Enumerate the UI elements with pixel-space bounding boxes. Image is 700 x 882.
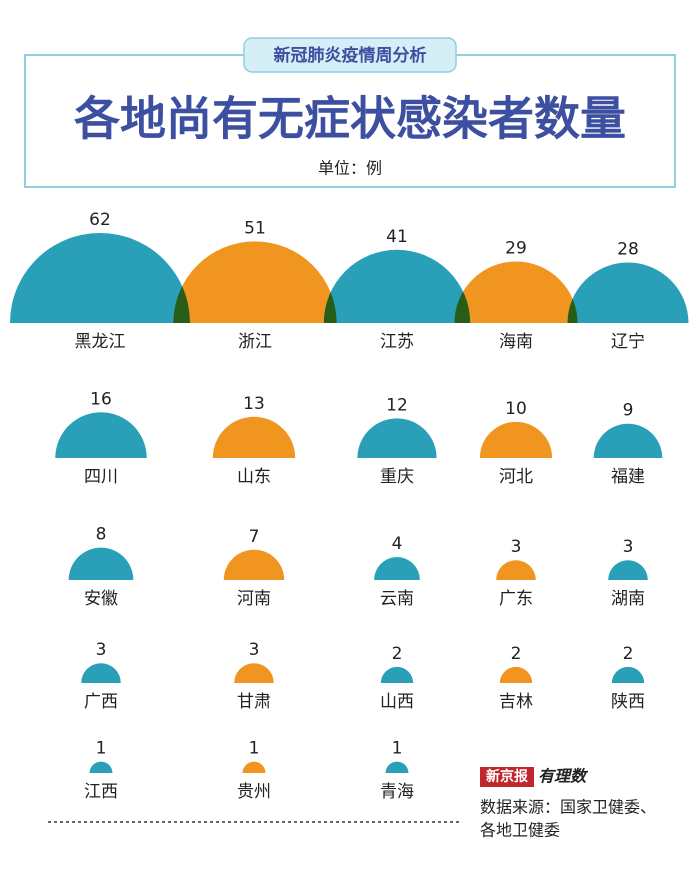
semicircle (68, 547, 134, 580)
value-label: 28 (617, 240, 639, 260)
category-label: 福建 (611, 467, 645, 487)
semicircle (567, 262, 689, 323)
semicircle (323, 249, 471, 323)
semicircle (611, 666, 645, 683)
category-label: 黑龙江 (75, 332, 126, 352)
category-label: 辽宁 (611, 332, 645, 352)
semicircle (234, 663, 274, 683)
value-label: 3 (96, 640, 107, 660)
value-label: 2 (623, 644, 634, 664)
category-label: 海南 (499, 332, 533, 352)
semicircle (357, 418, 437, 458)
category-label: 浙江 (238, 332, 272, 352)
value-label: 51 (244, 218, 266, 238)
kicker-badge (243, 37, 457, 73)
value-label: 13 (243, 394, 265, 414)
semicircle (81, 663, 121, 683)
category-label: 陕西 (611, 692, 645, 712)
value-label: 12 (386, 395, 408, 415)
category-label: 四川 (84, 467, 118, 487)
value-label: 62 (89, 210, 111, 230)
semicircle (10, 233, 190, 323)
semicircle (173, 241, 337, 323)
value-label: 1 (392, 739, 403, 759)
category-label: 贵州 (237, 782, 271, 802)
semicircle (454, 261, 578, 323)
source-line: 各地卫健委 (480, 821, 560, 840)
value-label: 41 (386, 227, 408, 247)
value-label: 3 (511, 537, 522, 557)
source-line: 数据来源：国家卫健委、 (480, 798, 656, 817)
value-label: 10 (505, 399, 527, 419)
semicircle (212, 416, 296, 458)
value-label: 9 (623, 401, 634, 421)
semicircle (242, 761, 266, 773)
value-label: 2 (392, 644, 403, 664)
category-label: 河南 (237, 589, 271, 609)
category-label: 广西 (84, 692, 118, 712)
semicircle (385, 761, 409, 773)
category-label: 吉林 (499, 692, 533, 712)
value-label: 2 (511, 644, 522, 664)
unit: 单位：例 (318, 159, 382, 178)
category-label: 山东 (237, 467, 271, 487)
value-label: 1 (249, 739, 260, 759)
category-label: 云南 (380, 589, 414, 609)
semicircle (374, 557, 420, 580)
chart-title: 各地尚有无症状感染者数量 (74, 92, 626, 146)
kicker: 新冠肺炎疫情周分析 (274, 45, 427, 66)
semicircle (89, 761, 113, 773)
category-label: 重庆 (380, 467, 414, 487)
category-label: 安徽 (84, 589, 118, 609)
category-label: 江苏 (380, 332, 414, 352)
header-frame (24, 54, 676, 188)
semicircle (380, 666, 414, 683)
semicircle (499, 666, 533, 683)
semicircle (55, 412, 147, 458)
value-label: 8 (96, 525, 107, 545)
category-label: 湖南 (611, 589, 645, 609)
category-label: 青海 (380, 782, 414, 802)
value-label: 3 (249, 640, 260, 660)
value-label: 29 (505, 238, 527, 258)
category-label: 河北 (499, 467, 533, 487)
category-label: 江西 (84, 782, 118, 802)
plot: 62黑龙江51浙江41江苏29海南28辽宁16四川13山东12重庆10河北9福建… (10, 210, 689, 802)
value-label: 7 (249, 527, 260, 547)
value-label: 1 (96, 739, 107, 759)
semicircle (608, 560, 648, 580)
category-label: 甘肃 (237, 692, 271, 712)
semicircle (496, 560, 536, 580)
value-label: 3 (623, 537, 634, 557)
value-label: 4 (392, 534, 403, 554)
logo: 新京报 (486, 768, 528, 785)
semicircle (593, 423, 663, 458)
logo-box (480, 767, 534, 787)
category-label: 山西 (380, 692, 414, 712)
value-label: 16 (90, 389, 112, 409)
semicircle (223, 549, 285, 580)
category-label: 广东 (499, 589, 533, 609)
semicircle (479, 421, 553, 458)
brand: 有理数 (538, 767, 589, 786)
